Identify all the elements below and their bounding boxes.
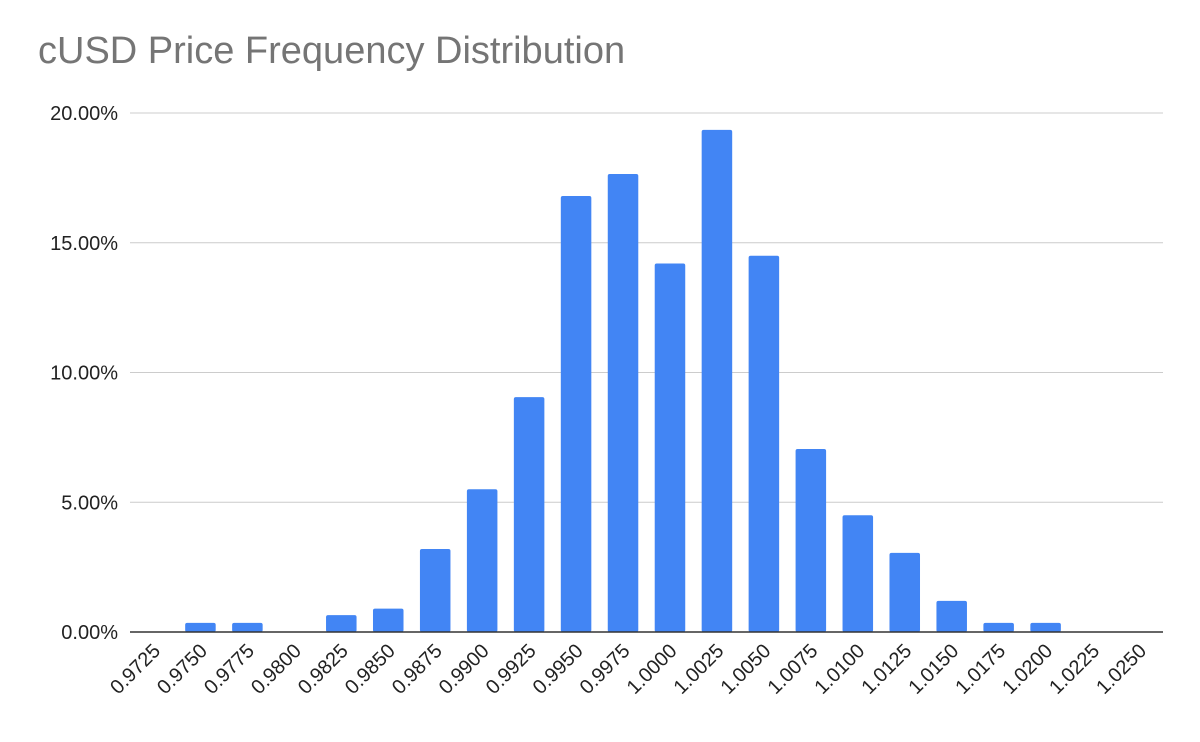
x-tick-label: 0.9875	[388, 640, 447, 699]
x-tick-label: 1.0200	[998, 640, 1057, 699]
y-tick-label: 5.00%	[61, 492, 118, 514]
bar	[983, 622, 1014, 632]
bar	[842, 515, 874, 632]
x-tick-label: 0.9775	[200, 640, 259, 699]
bar	[560, 196, 592, 633]
y-tick-label: 15.00%	[50, 233, 118, 255]
y-tick-label: 0.00%	[61, 622, 118, 644]
chart-title: cUSD Price Frequency Distribution	[38, 30, 626, 72]
bar	[1030, 622, 1061, 632]
bar	[795, 449, 827, 632]
bar	[372, 608, 404, 632]
y-axis-tick-labels: 0.00% 5.00% 10.00% 15.00% 20.00%	[50, 103, 118, 644]
bar	[466, 489, 498, 632]
x-tick-label: 0.9850	[341, 640, 400, 699]
x-tick-label: 0.9750	[153, 640, 212, 699]
bar	[232, 622, 263, 632]
x-tick-label: 1.0075	[764, 640, 823, 699]
x-tick-label: 0.9725	[106, 640, 165, 699]
bar	[748, 255, 780, 632]
bar	[654, 263, 686, 632]
x-tick-label: 0.9950	[529, 640, 588, 699]
x-tick-label: 0.9925	[482, 640, 541, 699]
bar	[607, 173, 639, 633]
grid-lines	[130, 112, 1163, 503]
x-tick-label: 1.0100	[811, 640, 870, 699]
bar	[419, 548, 451, 632]
bar	[889, 552, 921, 632]
x-tick-label: 0.9800	[247, 640, 306, 699]
x-tick-label: 1.0250	[1092, 640, 1151, 699]
bars	[185, 129, 1061, 633]
x-tick-label: 0.9900	[435, 640, 494, 699]
x-axis-tick-labels: 0.97250.97500.97750.98000.98250.98500.98…	[106, 640, 1151, 699]
y-tick-label: 20.00%	[50, 103, 118, 125]
x-tick-label: 1.0025	[670, 640, 729, 699]
x-tick-label: 1.0125	[857, 640, 916, 699]
x-tick-label: 0.9825	[294, 640, 353, 699]
x-tick-label: 1.0225	[1045, 640, 1104, 699]
x-tick-label: 1.0150	[904, 640, 963, 699]
y-tick-label: 10.00%	[50, 363, 118, 385]
bar	[513, 397, 545, 632]
x-tick-label: 1.0050	[717, 640, 776, 699]
x-tick-label: 1.0000	[623, 640, 682, 699]
bar	[701, 129, 733, 632]
x-tick-label: 1.0175	[951, 640, 1010, 699]
x-tick-label: 0.9975	[576, 640, 635, 699]
bar	[185, 622, 216, 632]
bar	[326, 615, 357, 632]
bar	[936, 600, 967, 632]
